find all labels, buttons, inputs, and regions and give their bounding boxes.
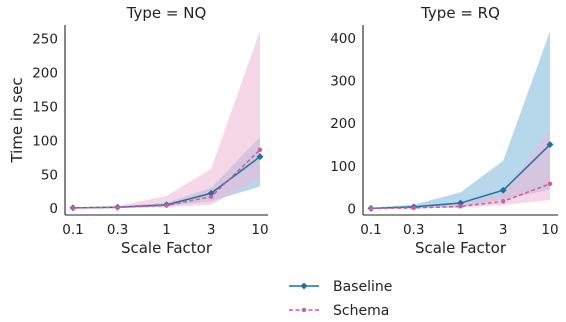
legend-label-schema: Schema: [333, 303, 389, 319]
series-line-schema: [370, 183, 551, 210]
y-tick-label: 400: [330, 31, 356, 47]
y-tick-label: 50: [41, 167, 58, 183]
y-tick-label: 0: [347, 202, 356, 218]
legend: Baseline Schema: [289, 279, 392, 319]
data-point-schema: [208, 194, 214, 199]
ci-band-schema: [371, 129, 550, 209]
data-point-baseline: [256, 153, 264, 161]
y-tick-label: 150: [32, 99, 58, 115]
data-point-schema: [368, 206, 374, 211]
data-point-schema: [501, 199, 506, 204]
x-tick-label: 0.1: [360, 222, 381, 238]
panel-title: Type = NQ: [126, 4, 207, 22]
panel-title: Type = RQ: [420, 4, 500, 22]
x-tick-label: 1: [456, 222, 465, 238]
y-tick-label: 250: [32, 32, 58, 48]
data-point-schema: [115, 205, 120, 210]
x-tick-label: 3: [499, 222, 508, 238]
data-point-schema: [257, 147, 263, 153]
y-tick-label: 0: [49, 201, 58, 217]
x-tick-label: 0.1: [62, 222, 83, 238]
x-tick-label: 0.3: [403, 222, 424, 238]
y-tick-label: 100: [330, 159, 356, 175]
y-tick-label: 300: [330, 74, 356, 90]
y-axis-title: Time in sec: [8, 77, 26, 163]
data-point-schema: [547, 181, 553, 187]
x-axis-title: Scale Factor: [415, 239, 507, 257]
data-point-schema: [411, 205, 416, 211]
ci-band-baseline: [371, 31, 550, 209]
legend-marker-baseline: [300, 282, 308, 290]
y-tick-label: 100: [32, 133, 58, 149]
legend-marker-schema: [301, 307, 307, 313]
y-tick-label: 200: [32, 66, 58, 82]
x-axis-title: Scale Factor: [121, 239, 213, 257]
data-point-baseline: [499, 186, 507, 194]
x-tick-label: 10: [251, 222, 268, 238]
x-tick-label: 10: [541, 222, 558, 238]
x-tick-label: 0.3: [107, 222, 128, 238]
data-point-schema: [164, 203, 169, 208]
data-point-baseline: [546, 140, 554, 149]
x-tick-label: 1: [162, 222, 171, 238]
y-tick-label: 200: [330, 116, 356, 132]
legend-label-baseline: Baseline: [333, 279, 392, 295]
data-point-schema: [458, 204, 463, 209]
ci-band-schema: [73, 30, 260, 209]
x-tick-label: 3: [207, 222, 216, 238]
data-point-schema: [70, 205, 76, 211]
